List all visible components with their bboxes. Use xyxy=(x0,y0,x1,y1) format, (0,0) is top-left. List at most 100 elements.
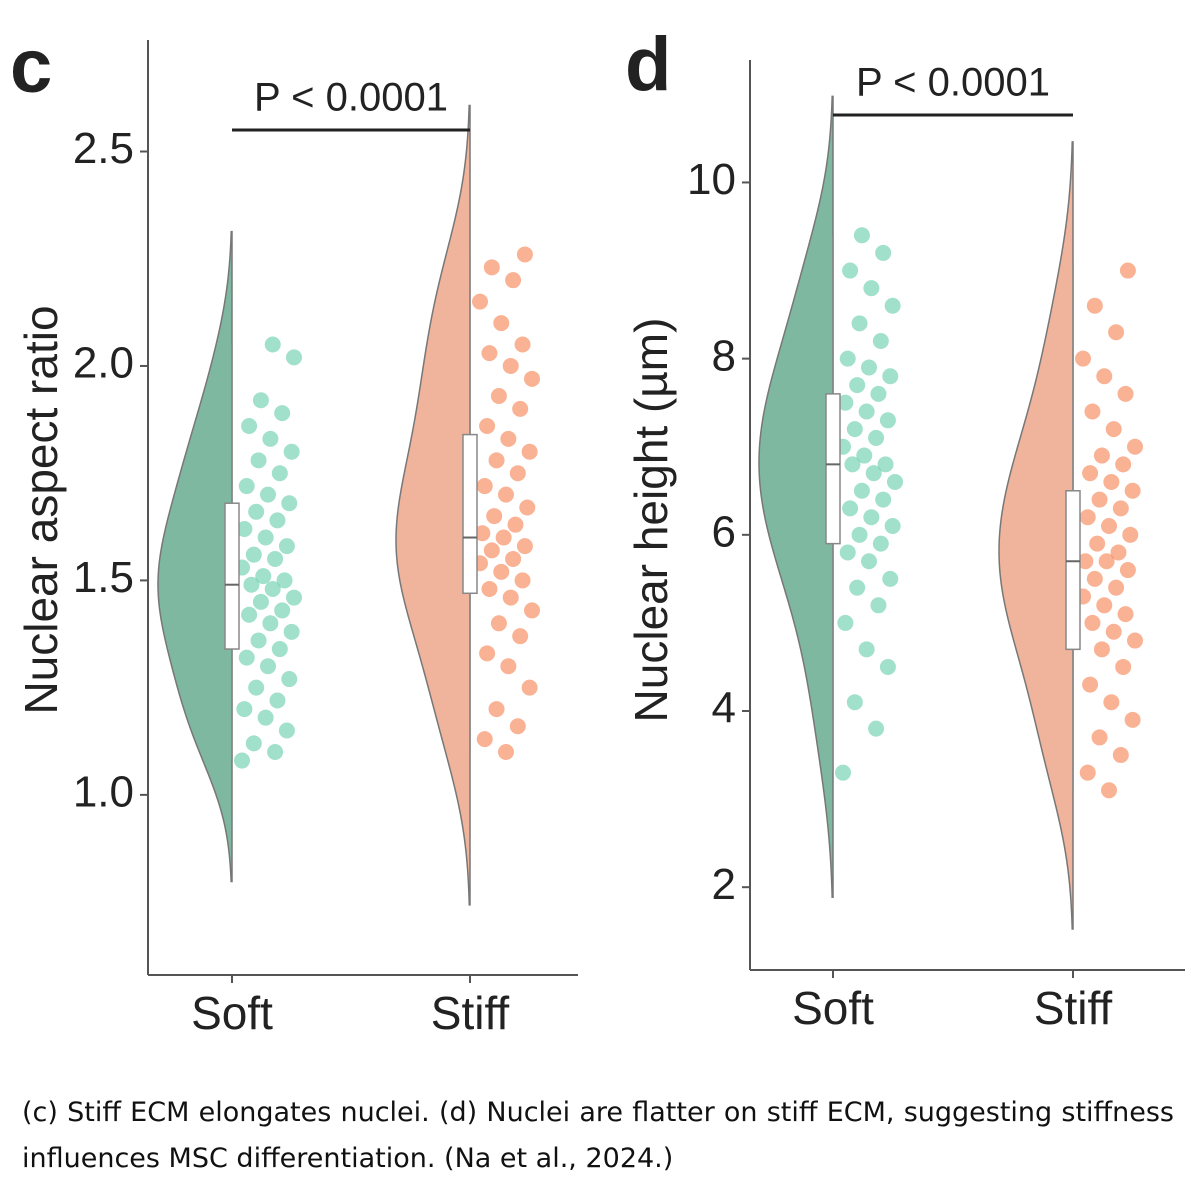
y-axis-label: Nuclear aspect ratio xyxy=(15,305,67,714)
data-point xyxy=(1112,747,1129,764)
data-point xyxy=(844,456,861,473)
data-point xyxy=(479,645,496,662)
data-point xyxy=(252,593,269,610)
violin xyxy=(758,95,834,898)
data-point xyxy=(509,718,526,735)
violin xyxy=(998,141,1074,930)
y-tick-label: 8 xyxy=(712,331,736,380)
data-point xyxy=(250,452,267,469)
data-point xyxy=(241,606,258,623)
data-point xyxy=(1091,491,1108,508)
data-point xyxy=(851,315,868,332)
data-point xyxy=(1098,553,1115,570)
data-point xyxy=(865,465,882,482)
data-point xyxy=(248,503,265,520)
data-point xyxy=(1122,526,1139,543)
data-point xyxy=(493,563,510,580)
y-tick-label: 6 xyxy=(712,507,736,556)
box xyxy=(1065,490,1081,651)
data-point xyxy=(490,387,507,404)
data-point xyxy=(472,293,488,310)
data-point xyxy=(884,518,901,535)
data-point xyxy=(278,538,295,555)
data-point xyxy=(839,350,856,367)
data-point xyxy=(274,602,291,619)
data-point xyxy=(1117,606,1134,623)
data-point xyxy=(882,570,899,587)
data-point xyxy=(842,262,859,279)
data-point xyxy=(853,227,870,244)
data-point xyxy=(870,385,887,402)
data-point xyxy=(1084,614,1101,631)
data-point xyxy=(264,580,281,597)
data-point xyxy=(1096,368,1113,385)
data-point xyxy=(486,508,503,525)
data-point xyxy=(236,520,253,537)
data-point xyxy=(872,333,889,350)
data-point xyxy=(884,297,901,314)
data-point xyxy=(267,743,284,760)
p-value: P < 0.0001 xyxy=(254,76,448,120)
data-point xyxy=(488,452,505,469)
box xyxy=(462,433,478,595)
data-point xyxy=(243,576,260,593)
panel-label: c xyxy=(10,24,52,109)
y-tick-label: 1.0 xyxy=(73,767,134,816)
data-point xyxy=(521,679,538,696)
data-point xyxy=(271,465,288,482)
y-tick-label: 10 xyxy=(687,155,736,204)
data-point xyxy=(1119,262,1136,279)
data-point xyxy=(245,546,262,563)
data-point xyxy=(502,589,519,606)
data-point xyxy=(837,394,854,411)
data-point xyxy=(846,694,863,711)
data-point xyxy=(255,568,272,585)
data-point xyxy=(278,722,295,739)
data-point xyxy=(853,482,870,499)
data-point xyxy=(236,701,253,718)
y-tick-label: 4 xyxy=(712,684,736,733)
data-point xyxy=(495,529,512,546)
data-point xyxy=(262,430,279,447)
data-point xyxy=(283,443,300,460)
y-axis-label: Nuclear height (µm) xyxy=(625,318,677,723)
caption: (c) Stiff ECM elongates nuclei. (d) Nucl… xyxy=(22,1097,1174,1174)
data-point xyxy=(1115,456,1132,473)
data-point xyxy=(260,658,276,675)
data-point xyxy=(842,500,859,517)
p-value: P < 0.0001 xyxy=(856,61,1050,105)
data-point xyxy=(267,550,284,567)
data-point xyxy=(870,597,887,614)
data-point xyxy=(882,368,899,385)
data-point xyxy=(521,443,538,460)
data-point xyxy=(1112,500,1129,517)
y-tick-label: 2.5 xyxy=(73,124,134,173)
data-point xyxy=(875,244,892,261)
data-point xyxy=(1086,297,1103,314)
data-point xyxy=(260,486,276,503)
data-point xyxy=(281,495,298,512)
data-point xyxy=(1108,324,1125,341)
data-point xyxy=(875,491,892,508)
data-point xyxy=(1077,553,1094,570)
violin xyxy=(395,104,471,906)
panel-label: d xyxy=(625,22,671,107)
data-point xyxy=(519,499,536,516)
data-point xyxy=(498,486,514,503)
data-point xyxy=(234,752,250,769)
data-point xyxy=(1105,421,1122,438)
data-point xyxy=(238,649,255,666)
data-point xyxy=(849,377,866,394)
data-point xyxy=(276,572,293,589)
data-point xyxy=(474,525,491,542)
data-point xyxy=(262,615,279,632)
data-point xyxy=(241,418,258,435)
x-tick-label: Stiff xyxy=(1034,982,1113,1034)
x-tick-label: Soft xyxy=(191,987,273,1039)
data-point xyxy=(858,403,875,420)
data-point xyxy=(872,535,889,552)
data-point xyxy=(877,456,894,473)
data-point xyxy=(1079,509,1096,526)
data-point xyxy=(861,359,877,376)
data-point xyxy=(846,421,863,438)
